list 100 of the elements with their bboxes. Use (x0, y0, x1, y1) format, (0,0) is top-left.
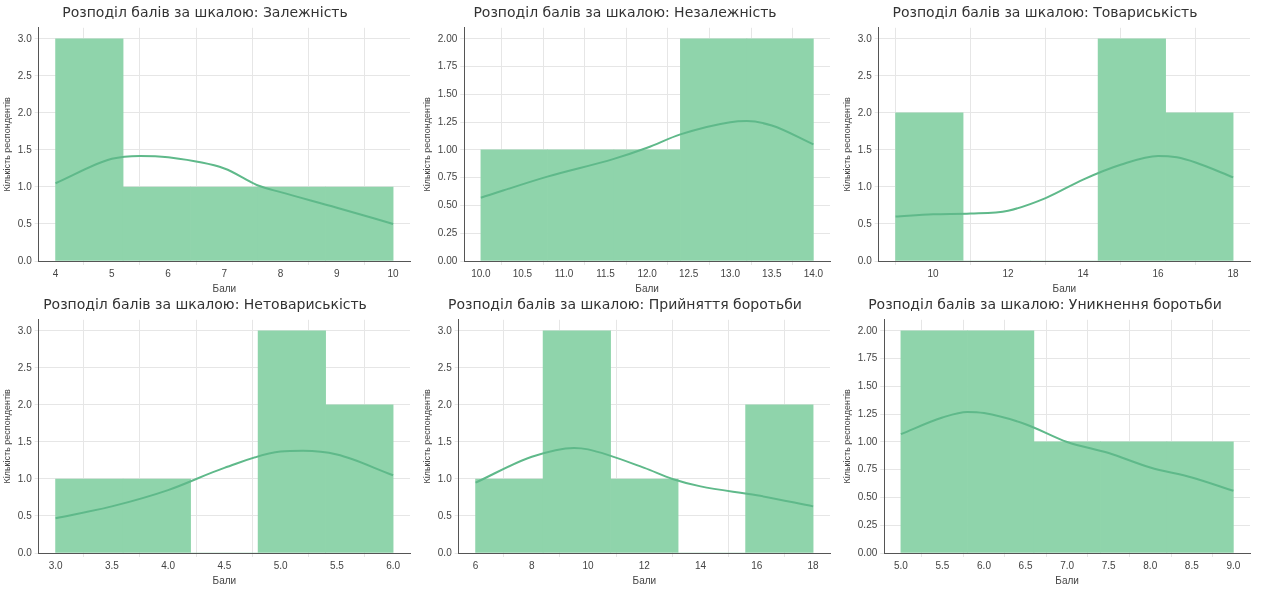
x-tick-label: 5.5 (329, 559, 345, 571)
y-tick-label: 2.0 (17, 106, 33, 118)
x-tick-label: 4.0 (161, 559, 176, 571)
y-tick-label: 1.5 (857, 143, 873, 155)
x-tick-label: 5.5 (935, 559, 950, 571)
y-tick-label: 1.5 (437, 435, 453, 447)
y-tick-label: 0.0 (17, 546, 33, 558)
y-tick-label: 0.50 (437, 199, 458, 211)
x-tick-label: 12.5 (678, 267, 699, 279)
y-tick-label: 1.0 (857, 180, 873, 192)
x-tick-label: 6 (165, 267, 172, 279)
x-axis-title: Бали (212, 282, 237, 294)
x-tick-label: 14 (695, 559, 707, 571)
x-tick-label: 4 (52, 267, 59, 279)
y-tick-label: 0.25 (857, 518, 878, 530)
x-tick-label: 11.0 (554, 267, 574, 279)
x-axis-title: Бали (212, 574, 237, 586)
x-tick-label: 10 (387, 267, 400, 279)
chart-title: Розподіл балів за шкалою: Незалежність (473, 4, 777, 21)
y-axis-title: Кількість респондентів (421, 96, 432, 192)
y-tick-label: 0.0 (17, 254, 33, 266)
y-tick-label: 0.00 (857, 546, 878, 558)
y-tick-label: 2.0 (17, 398, 33, 410)
x-tick-label: 3.5 (104, 559, 120, 571)
y-tick-label: 2.00 (857, 324, 878, 336)
y-tick-label: 1.00 (857, 435, 878, 447)
y-axis-title: Кількість респондентів (841, 96, 852, 192)
y-tick-label: 0.0 (857, 254, 873, 266)
y-tick-label: 0.5 (857, 217, 873, 229)
x-axis-title: Бали (632, 574, 657, 586)
y-tick-label: 3.0 (437, 324, 453, 336)
y-tick-label: 3.0 (857, 32, 873, 44)
x-tick-label: 9.0 (1226, 559, 1241, 571)
y-axis-title: Кількість респондентів (1, 388, 12, 484)
x-tick-label: 9 (334, 267, 341, 279)
y-tick-label: 2.00 (437, 32, 458, 44)
x-tick-label: 12 (1002, 267, 1015, 279)
y-tick-label: 0.75 (437, 171, 458, 183)
y-tick-label: 1.5 (17, 143, 33, 155)
y-tick-label: 2.5 (857, 69, 873, 81)
x-tick-label: 16 (751, 559, 763, 571)
y-tick-label: 1.25 (437, 115, 458, 127)
x-tick-label: 14.0 (803, 267, 824, 279)
y-axis-title: Кількість респондентів (421, 388, 432, 484)
x-tick-label: 7.0 (1060, 559, 1075, 571)
x-tick-label: 3.0 (48, 559, 63, 571)
x-tick-label: 14 (1077, 267, 1090, 279)
y-tick-label: 0.5 (437, 509, 453, 521)
chart-title: Розподіл балів за шкалою: Залежність (62, 4, 348, 21)
y-tick-label: 1.5 (17, 435, 33, 447)
y-axis-title: Кількість респондентів (841, 388, 852, 484)
y-tick-label: 2.0 (437, 398, 453, 410)
y-tick-label: 0.25 (437, 226, 458, 238)
x-tick-label: 10 (582, 559, 595, 571)
x-tick-label: 12.0 (637, 267, 658, 279)
y-tick-label: 3.0 (17, 324, 33, 336)
x-tick-label: 10 (927, 267, 940, 279)
y-tick-label: 0.00 (437, 254, 458, 266)
y-tick-label: 1.75 (857, 352, 878, 364)
y-tick-label: 1.50 (857, 380, 878, 392)
x-tick-label: 12 (638, 559, 651, 571)
x-tick-label: 5.0 (893, 559, 909, 571)
x-tick-label: 11.5 (596, 267, 616, 279)
x-tick-label: 10.0 (471, 267, 492, 279)
x-axis-title: Бали (1052, 282, 1077, 294)
x-tick-label: 8 (529, 559, 536, 571)
x-tick-label: 4.5 (217, 559, 232, 571)
chart-title: Розподіл балів за шкалою: Товариськість (892, 4, 1198, 21)
y-tick-label: 0.5 (17, 217, 33, 229)
y-tick-label: 2.5 (17, 69, 33, 81)
y-tick-label: 2.0 (857, 106, 873, 118)
x-tick-label: 5 (109, 267, 116, 279)
x-tick-label: 6.5 (1018, 559, 1033, 571)
x-tick-label: 6.0 (386, 559, 401, 571)
x-axis-title: Бали (1055, 574, 1079, 586)
x-tick-label: 8.5 (1184, 559, 1200, 571)
y-tick-label: 1.00 (437, 143, 458, 155)
y-tick-label: 1.50 (437, 88, 458, 100)
y-tick-label: 2.5 (17, 361, 33, 373)
x-tick-label: 13.5 (762, 267, 782, 279)
x-tick-label: 7 (221, 267, 228, 279)
y-tick-label: 1.0 (17, 472, 33, 484)
y-tick-label: 0.75 (857, 463, 878, 475)
x-tick-label: 5.0 (273, 559, 288, 571)
y-tick-label: 1.75 (437, 60, 458, 72)
x-tick-label: 6 (472, 559, 479, 571)
x-tick-label: 6.0 (977, 559, 992, 571)
x-tick-label: 18 (1227, 267, 1240, 279)
y-tick-label: 1.25 (857, 407, 878, 419)
y-tick-label: 1.0 (437, 472, 453, 484)
x-tick-label: 18 (807, 559, 820, 571)
x-axis-title: Бали (635, 282, 659, 294)
x-tick-label: 7.5 (1101, 559, 1117, 571)
x-tick-label: 8 (277, 267, 284, 279)
y-tick-label: 2.5 (437, 361, 453, 373)
chart-title: Розподіл балів за шкалою: Уникнення боротьби (868, 296, 1222, 313)
x-tick-label: 13.0 (720, 267, 741, 279)
y-tick-label: 3.0 (17, 32, 33, 44)
x-tick-label: 10.5 (512, 267, 533, 279)
y-axis-title: Кількість респондентів (1, 96, 12, 192)
